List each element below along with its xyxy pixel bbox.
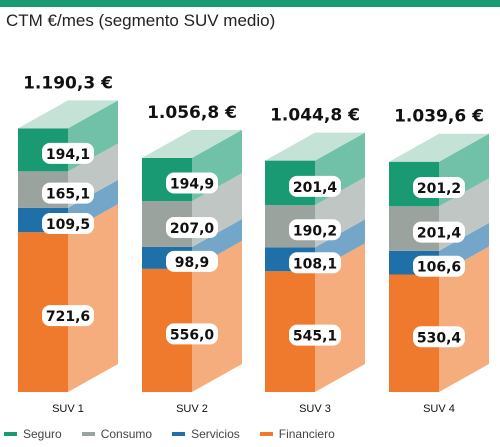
bar-side-suv-2-financiero [192, 240, 242, 392]
value-pill-suv-3-consumo [289, 219, 341, 241]
bar-side-suv-4-financiero [439, 246, 489, 392]
legend-item-seguro: Seguro [4, 427, 62, 441]
value-pill-suv-2-servicios [166, 250, 218, 272]
value-pill-suv-4-consumo [413, 221, 465, 243]
value-label-suv-2-seguro: 194,9 [170, 177, 214, 193]
legend-item-consumo: Consumo [81, 427, 153, 441]
total-label-suv-1: 1.190,3 € [23, 73, 113, 93]
legend-label-financiero: Financiero [278, 427, 335, 441]
total-label-suv-4: 1.039,6 € [394, 107, 484, 127]
value-pill-suv-1-servicios [42, 213, 94, 235]
value-label-suv-4-financiero: 530,4 [417, 330, 462, 346]
bar-top-suv-2 [142, 129, 242, 158]
legend: Seguro Consumo Servicios Financiero [4, 427, 335, 441]
value-label-suv-2-consumo: 207,0 [170, 221, 215, 237]
value-label-suv-1-servicios: 109,5 [46, 217, 90, 233]
value-label-suv-3-servicios: 108,1 [293, 256, 337, 272]
value-pill-suv-3-financiero [289, 324, 341, 346]
chart-title: CTM €/mes (segmento SUV medio) [6, 11, 276, 30]
value-label-suv-1-financiero: 721,6 [46, 309, 90, 325]
value-label-suv-4-servicios: 106,6 [417, 260, 461, 276]
value-pill-suv-1-financiero [42, 305, 94, 327]
value-pill-suv-1-seguro [42, 142, 94, 164]
value-label-suv-4-consumo: 201,4 [417, 226, 462, 242]
value-label-suv-1-seguro: 194,1 [46, 147, 90, 163]
legend-swatch-seguro [4, 432, 17, 436]
value-pill-suv-2-consumo [166, 217, 218, 239]
total-label-suv-2: 1.056,8 € [147, 103, 237, 123]
legend-swatch-financiero [259, 432, 273, 436]
total-label-suv-3: 1.044,8 € [270, 106, 360, 126]
value-label-suv-4-seguro: 201,2 [417, 181, 461, 197]
category-label-suv-4: SUV 4 [423, 403, 455, 415]
value-pill-suv-4-servicios [413, 255, 465, 277]
value-pill-suv-2-seguro [166, 172, 218, 194]
bar-side-suv-3-financiero [315, 243, 365, 392]
value-label-suv-1-consumo: 165,1 [46, 187, 90, 203]
value-pill-suv-3-servicios [289, 252, 341, 274]
legend-item-servicios: Servicios [172, 427, 240, 441]
legend-label-consumo: Consumo [100, 427, 153, 441]
value-pill-suv-3-seguro [289, 175, 341, 197]
value-pill-suv-4-seguro [413, 177, 465, 199]
bar-top-suv-4 [389, 133, 489, 162]
top-rule [0, 0, 500, 7]
value-label-suv-3-consumo: 190,2 [293, 223, 337, 239]
value-label-suv-2-servicios: 98,9 [175, 255, 210, 271]
value-pill-suv-1-consumo [42, 182, 94, 204]
bar-side-suv-1-financiero [68, 204, 118, 392]
legend-swatch-servicios [172, 432, 186, 436]
legend-label-servicios: Servicios [191, 427, 240, 441]
legend-label-seguro: Seguro [23, 427, 62, 441]
legend-swatch-consumo [81, 432, 95, 436]
bar-top-suv-1 [18, 100, 118, 129]
bar-top-suv-3 [265, 132, 365, 161]
category-label-suv-3: SUV 3 [299, 403, 331, 415]
value-label-suv-2-financiero: 556,0 [170, 327, 215, 343]
category-label-suv-2: SUV 2 [176, 403, 208, 415]
legend-item-financiero: Financiero [259, 427, 335, 441]
value-pill-suv-2-financiero [166, 323, 218, 345]
value-label-suv-3-financiero: 545,1 [293, 329, 337, 345]
value-pill-suv-4-financiero [413, 326, 465, 348]
category-label-suv-1: SUV 1 [52, 403, 84, 415]
value-label-suv-3-seguro: 201,4 [293, 180, 338, 196]
